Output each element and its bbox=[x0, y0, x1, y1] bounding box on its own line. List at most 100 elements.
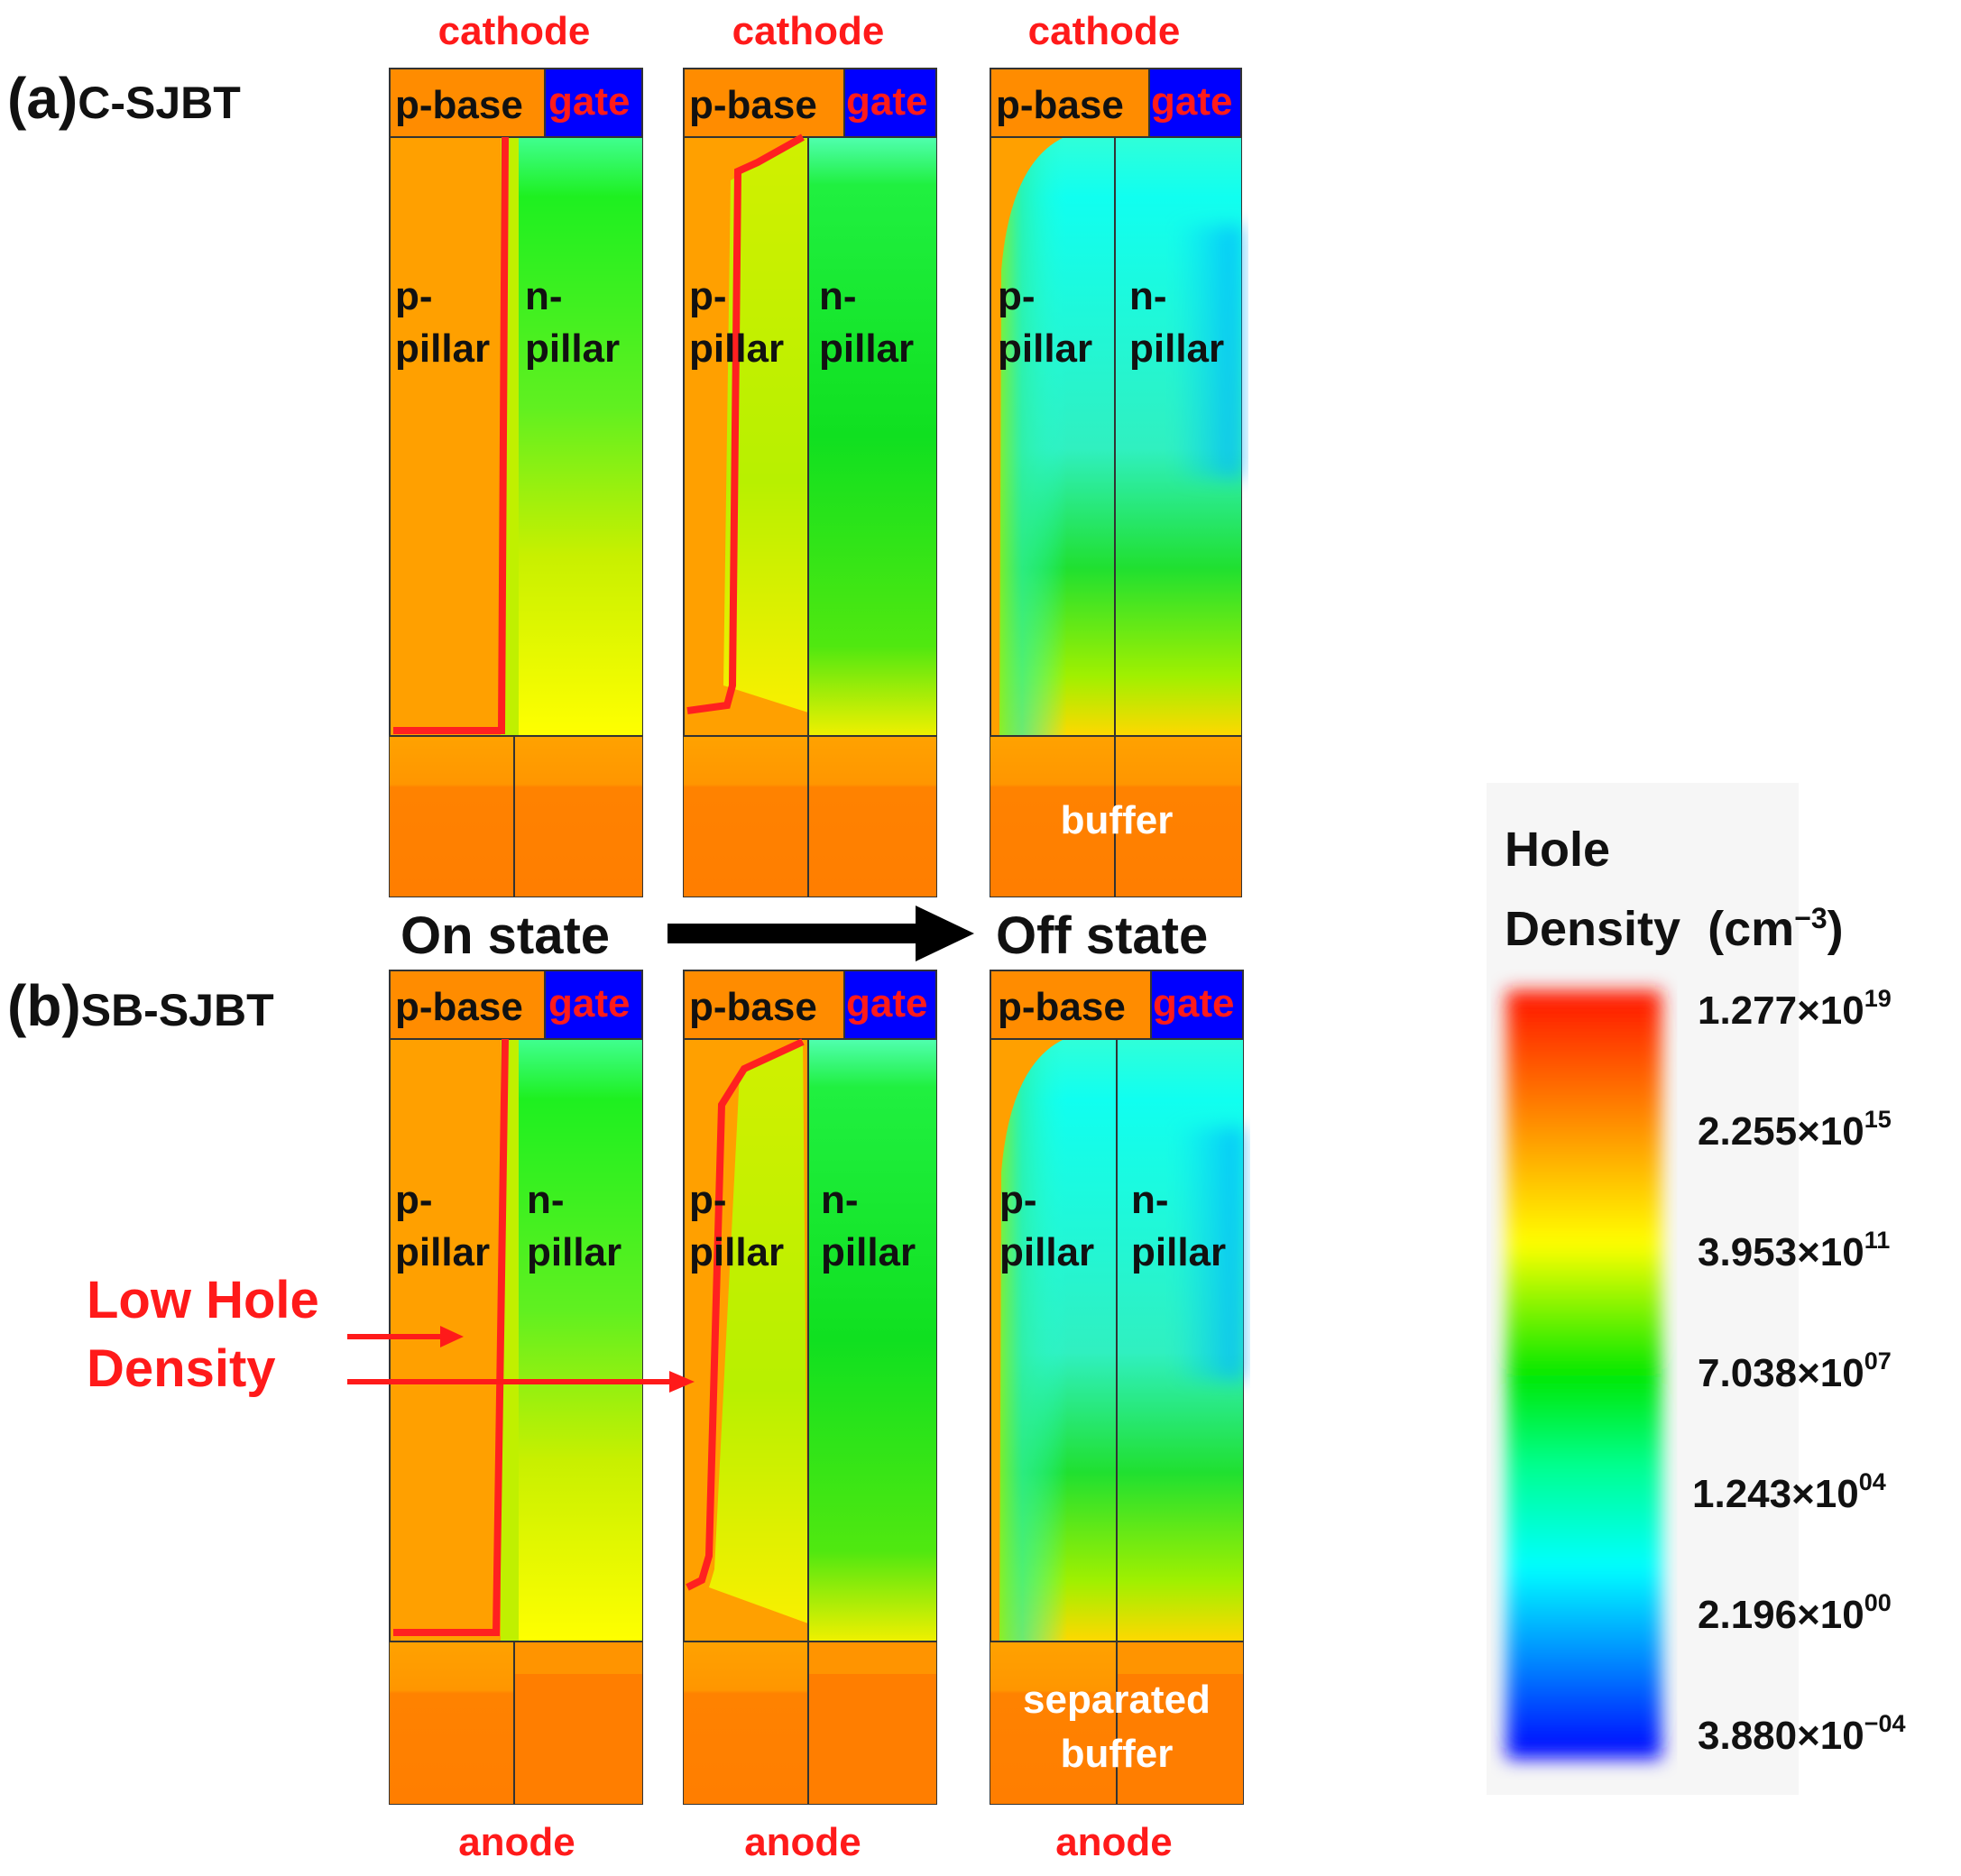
legend-tick-1: 2.255×1015 bbox=[1698, 1106, 1892, 1154]
p-pillar-label-a3: p- pillar bbox=[998, 271, 1092, 375]
gate-label-b3: gate bbox=[1153, 981, 1235, 1025]
device-b-on bbox=[389, 970, 643, 1805]
gate-label-a1: gate bbox=[548, 79, 631, 124]
p-base-label-b1: p-base bbox=[395, 985, 523, 1029]
annotation-line2: Density bbox=[87, 1339, 276, 1398]
legend-title: Hole Density (cm−3) bbox=[1505, 815, 1844, 963]
annotation-line1: Low Hole bbox=[87, 1271, 319, 1329]
p-pillar-line2: pillar bbox=[395, 1230, 491, 1274]
tick-mantissa: 1.243×10 bbox=[1692, 1472, 1859, 1516]
separated-buffer-label: separated buffer bbox=[990, 1673, 1243, 1781]
state-transition-arrow bbox=[667, 906, 974, 961]
device-a-off bbox=[990, 68, 1242, 897]
p-pillar-line2: pillar bbox=[395, 326, 491, 371]
p-pillar-line2: pillar bbox=[998, 326, 1093, 371]
p-pillar-label-a2: p- pillar bbox=[689, 271, 784, 375]
n-pillar-line2: pillar bbox=[1131, 1230, 1227, 1274]
low-hole-density-annotation: Low Hole Density bbox=[87, 1266, 319, 1403]
panel-a-letter: (a) bbox=[7, 66, 78, 131]
tick-exponent: 07 bbox=[1864, 1347, 1892, 1375]
anode-label-b1: anode bbox=[458, 1820, 575, 1864]
p-pillar-line1: p- bbox=[689, 1178, 727, 1222]
device-a-on bbox=[389, 68, 643, 897]
n-pillar-label-a2: n- pillar bbox=[819, 271, 914, 375]
tick-mantissa: 3.953×10 bbox=[1698, 1230, 1864, 1274]
p-base-label-b3: p-base bbox=[998, 985, 1126, 1029]
device-b-off bbox=[990, 970, 1244, 1805]
p-pillar-label-b1: p- pillar bbox=[395, 1174, 490, 1279]
cathode-label-a2: cathode bbox=[732, 9, 885, 53]
p-pillar-line1: p- bbox=[395, 1178, 433, 1222]
n-pillar-label-b2: n- pillar bbox=[821, 1174, 916, 1279]
p-base-label-a3: p-base bbox=[996, 83, 1124, 127]
tick-mantissa: 2.255×10 bbox=[1698, 1109, 1864, 1154]
panel-b-name: SB-SJBT bbox=[80, 985, 274, 1035]
p-pillar-line2: pillar bbox=[689, 1230, 785, 1274]
tick-mantissa: 1.277×10 bbox=[1698, 989, 1864, 1033]
n-pillar-line1: n- bbox=[819, 274, 857, 318]
cathode-label-a3: cathode bbox=[1027, 9, 1181, 53]
legend-tick-6: 3.880×10−04 bbox=[1698, 1710, 1906, 1759]
p-pillar-line1: p- bbox=[998, 274, 1036, 318]
device-b-mid bbox=[683, 970, 937, 1805]
gate-label-a3: gate bbox=[1151, 79, 1233, 124]
panel-a-name: C-SJBT bbox=[78, 78, 241, 128]
p-pillar-line1: p- bbox=[999, 1178, 1037, 1222]
tick-mantissa: 3.880×10 bbox=[1698, 1714, 1864, 1758]
separated-buffer-line1: separated bbox=[1023, 1678, 1211, 1722]
p-pillar-line1: p- bbox=[689, 274, 727, 318]
n-pillar-line1: n- bbox=[1131, 1178, 1169, 1222]
low-hole-arrows bbox=[347, 1326, 695, 1393]
legend-unit-close: ) bbox=[1827, 902, 1844, 956]
off-state-label: Off state bbox=[996, 906, 1209, 965]
legend-tick-3: 7.038×1007 bbox=[1698, 1347, 1892, 1396]
p-pillar-line1: p- bbox=[395, 274, 433, 318]
legend-tick-4: 1.243×1004 bbox=[1692, 1468, 1886, 1517]
gate-label-a2: gate bbox=[846, 79, 928, 124]
gate-label-b1: gate bbox=[548, 981, 631, 1025]
p-base-label-b2: p-base bbox=[689, 985, 817, 1029]
n-pillar-label-a1: n- pillar bbox=[525, 271, 620, 375]
n-pillar-line1: n- bbox=[527, 1178, 565, 1222]
p-base-label-a1: p-base bbox=[395, 83, 523, 127]
tick-exponent: 04 bbox=[1858, 1468, 1886, 1495]
legend-tick-5: 2.196×1000 bbox=[1698, 1589, 1892, 1638]
panel-b-title: (b)SB-SJBT bbox=[7, 972, 274, 1039]
n-pillar-line2: pillar bbox=[819, 326, 915, 371]
n-pillar-line2: pillar bbox=[527, 1230, 622, 1274]
p-base-label-a2: p-base bbox=[689, 83, 817, 127]
separated-buffer-line2: buffer bbox=[1060, 1732, 1174, 1776]
n-pillar-label-a3: n- pillar bbox=[1129, 271, 1224, 375]
legend-tick-0: 1.277×1019 bbox=[1698, 985, 1892, 1034]
n-pillar-line2: pillar bbox=[525, 326, 621, 371]
anode-label-b2: anode bbox=[744, 1820, 861, 1864]
p-pillar-label-b3: p- pillar bbox=[999, 1174, 1094, 1279]
tick-exponent: 11 bbox=[1864, 1227, 1891, 1254]
p-pillar-label-b2: p- pillar bbox=[689, 1174, 784, 1279]
tick-exponent: −04 bbox=[1864, 1710, 1906, 1737]
n-pillar-line2: pillar bbox=[821, 1230, 916, 1274]
n-pillar-label-b1: n- pillar bbox=[527, 1174, 621, 1279]
p-pillar-line2: pillar bbox=[999, 1230, 1095, 1274]
tick-exponent: 15 bbox=[1864, 1106, 1892, 1133]
legend-title-line2: Density (cm−3) bbox=[1505, 884, 1844, 963]
legend-tick-2: 3.953×1011 bbox=[1698, 1227, 1891, 1275]
legend-title-line1: Hole bbox=[1505, 823, 1611, 877]
buffer-label: buffer bbox=[1060, 798, 1174, 842]
tick-exponent: 00 bbox=[1864, 1589, 1892, 1616]
n-pillar-label-b3: n- pillar bbox=[1131, 1174, 1226, 1279]
n-pillar-line1: n- bbox=[525, 274, 563, 318]
p-pillar-label-a1: p- pillar bbox=[395, 271, 490, 375]
anode-label-b3: anode bbox=[1055, 1820, 1173, 1864]
tick-mantissa: 2.196×10 bbox=[1698, 1593, 1864, 1637]
n-pillar-line1: n- bbox=[821, 1178, 859, 1222]
gate-label-b2: gate bbox=[846, 981, 928, 1025]
legend-colorbar bbox=[1487, 783, 1799, 1795]
tick-exponent: 19 bbox=[1864, 985, 1892, 1012]
legend-unit-exp: −3 bbox=[1794, 902, 1828, 934]
n-pillar-line1: n- bbox=[1129, 274, 1167, 318]
legend-title-word: Density bbox=[1505, 902, 1681, 956]
panel-a-title: (a)C-SJBT bbox=[7, 65, 241, 132]
tick-mantissa: 7.038×10 bbox=[1698, 1351, 1864, 1395]
